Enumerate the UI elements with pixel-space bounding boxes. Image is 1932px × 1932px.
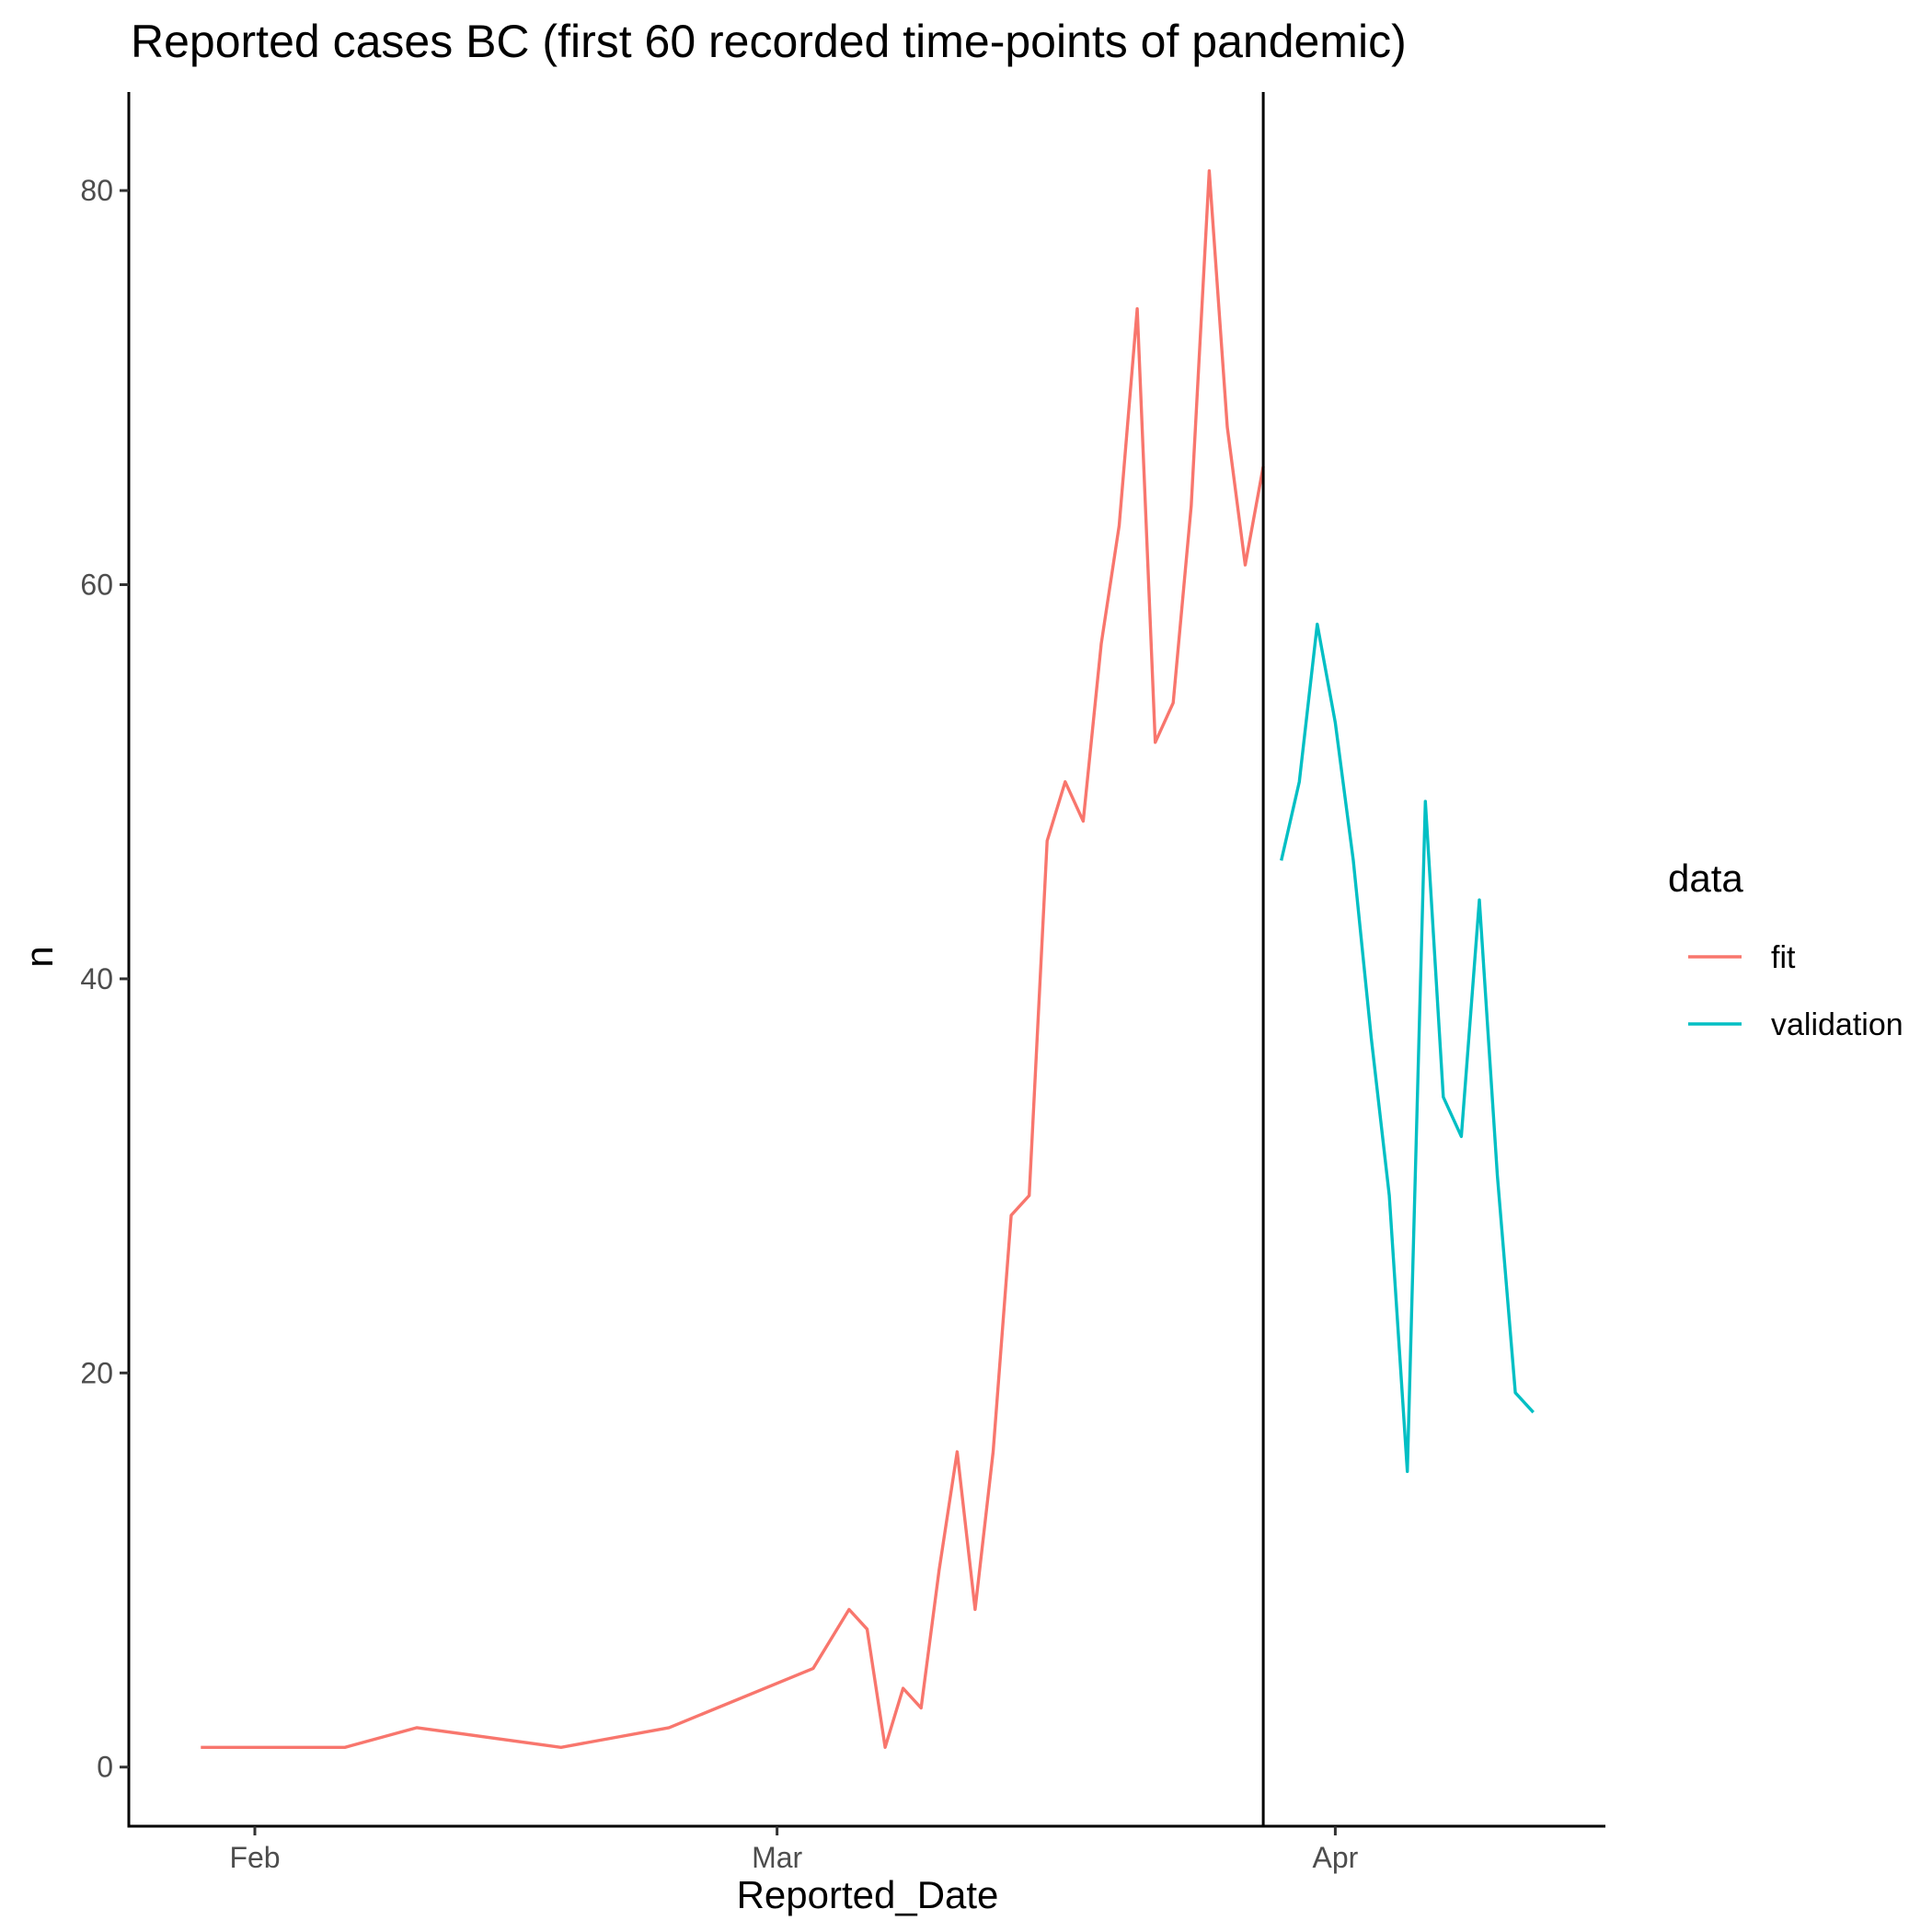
y-tick-label: 20 bbox=[80, 1356, 113, 1389]
x-axis-title: Reported_Date bbox=[737, 1873, 999, 1916]
x-tick-label: Apr bbox=[1313, 1841, 1359, 1874]
series-line-validation bbox=[1280, 622, 1535, 1474]
x-tick-label: Feb bbox=[229, 1841, 280, 1874]
legend-label-validation: validation bbox=[1771, 1007, 1903, 1042]
legend-title: data bbox=[1668, 857, 1743, 900]
y-tick-label: 40 bbox=[80, 962, 113, 995]
axes: 0 20 40 60 80 Feb Mar Apr bbox=[80, 92, 1605, 1874]
y-tick-label: 80 bbox=[80, 174, 113, 207]
series-line-fit bbox=[201, 168, 1265, 1750]
legend-label-fit: fit bbox=[1771, 940, 1796, 975]
plot-area bbox=[201, 92, 1535, 1826]
y-axis-title: n bbox=[17, 946, 61, 967]
x-tick-label: Mar bbox=[752, 1841, 802, 1874]
y-tick-label: 0 bbox=[97, 1751, 113, 1784]
legend: data fit validation bbox=[1668, 857, 1903, 1042]
chart-title: Reported cases BC (first 60 recorded tim… bbox=[131, 16, 1407, 67]
y-tick-label: 60 bbox=[80, 569, 113, 602]
